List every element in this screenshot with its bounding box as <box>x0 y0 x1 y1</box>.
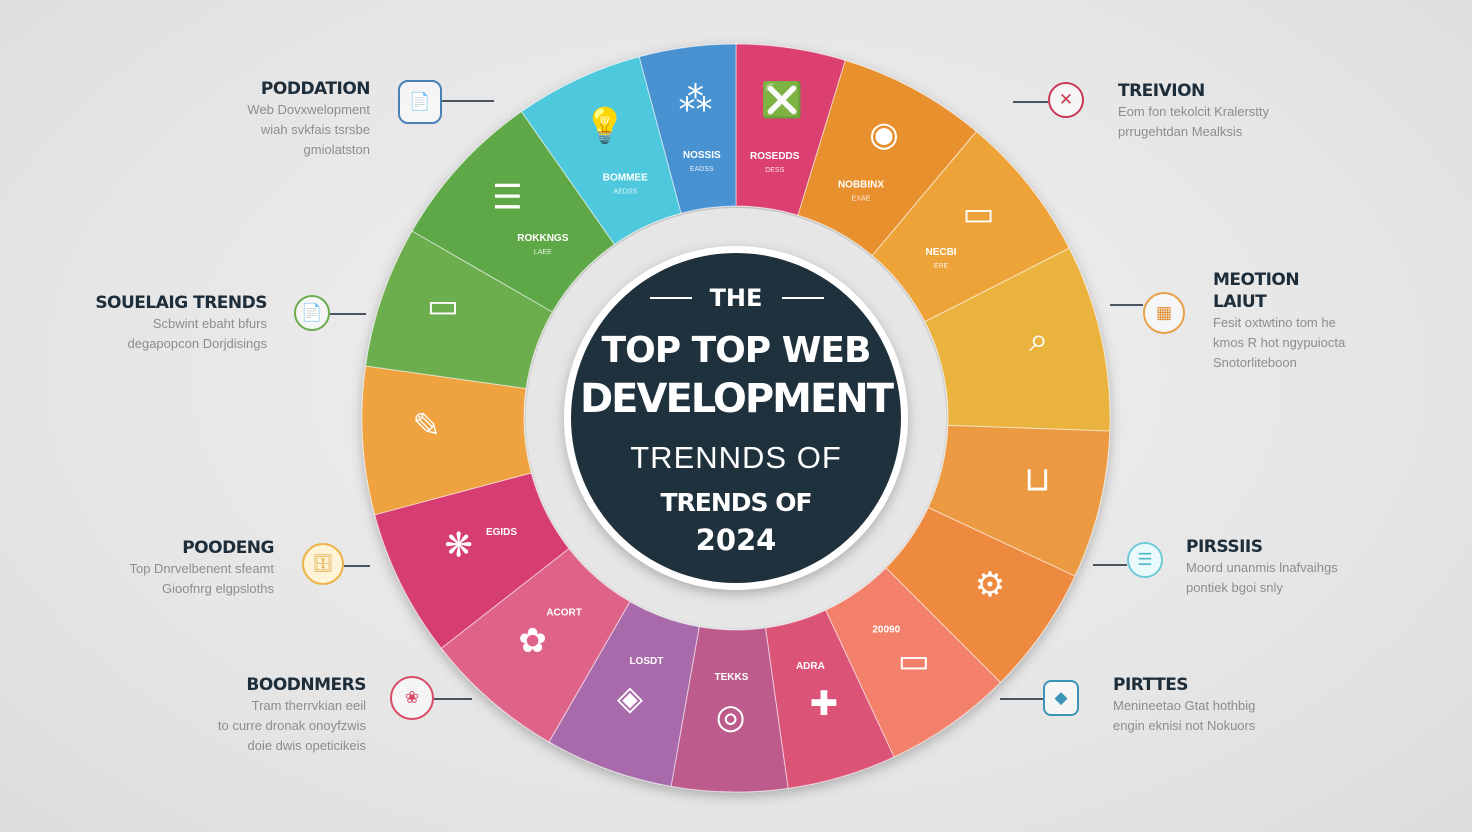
title-line1: TOP TOP WEB <box>601 330 872 371</box>
segment-label: 20090 <box>872 625 900 636</box>
callout-boodnmers: BOODNMERS Tram therrvkian eeil to curre … <box>66 674 367 756</box>
callout-desc: doie dwis opeticikeis <box>247 738 366 753</box>
segment-sublabel: ERE <box>934 263 949 270</box>
chat-icon: ▭ <box>963 194 995 234</box>
document-icon: 📄 <box>398 80 442 124</box>
callout-desc: Gioofnrg elgpsloths <box>161 581 274 596</box>
pen-tool-icon: ✎ <box>412 406 441 446</box>
gem-icon: ◈ <box>617 678 644 718</box>
callout-poodeng: POODENG Top Dnrvelbenent sfeamt Gioofnrg… <box>14 537 274 599</box>
callout-desc: Tram therrvkian eeil <box>251 698 366 713</box>
network-icon: ⚙ <box>975 565 1005 605</box>
connector-line <box>434 698 472 700</box>
segment-sublabel: EXAE <box>852 196 871 203</box>
center-circle <box>571 253 901 583</box>
title-line4: TRENDS OF <box>660 488 812 517</box>
molecule-icon: ❋ <box>444 525 473 565</box>
callout-souelaig: SOUELAIG TRENDS Scbwint ebaht bfurs dega… <box>7 292 267 354</box>
segment-sublabel: DESS <box>765 167 784 174</box>
frame-icon: ❎ <box>761 80 803 120</box>
callout-desc: Top Dnrvelbenent sfeamt <box>129 561 274 576</box>
grid-icon: ▦ <box>1143 292 1185 334</box>
callout-title: MEOTION <box>1213 270 1300 290</box>
segment-label: ROSEDDS <box>750 151 800 162</box>
title-year: 2024 <box>695 523 777 557</box>
callout-pirttes: PIRTTES Menineetao Gtat hothbig engin ek… <box>1113 674 1373 736</box>
callout-desc: Eom fon tekolcit Kralerstty <box>1118 104 1269 119</box>
connector-line <box>330 313 366 315</box>
badge-icon: ❀ <box>390 676 434 720</box>
server-icon: ☰ <box>1127 542 1163 578</box>
callout-poddation: PODDATION Web Dovxwelopment wiah svkfais… <box>110 78 370 160</box>
device-icon: ⊔ <box>1024 459 1051 499</box>
search-card-icon: ⌕ <box>1029 320 1048 360</box>
segment-label: ACORT <box>546 608 582 619</box>
callout-desc: gmiolatston <box>303 142 370 157</box>
laptop-icon: ▭ <box>427 286 459 326</box>
shield-icon: ◆ <box>1043 680 1079 716</box>
title-line3: TRENNDS OF <box>630 440 842 475</box>
segment-label: BOMMEE <box>603 173 648 184</box>
dots-icon: ⁂ <box>679 80 713 120</box>
connector-line <box>344 565 370 567</box>
callout-desc: Menineetao Gtat hothbig <box>1113 698 1256 713</box>
callout-title: TREIVION <box>1118 81 1205 101</box>
callout-meotion: MEOTION LAIUT Fesit oxtwtino tom he kmos… <box>1213 269 1453 373</box>
title-the: THE <box>709 284 763 312</box>
callout-title: PODDATION <box>260 79 371 99</box>
title-line2: DEVELOPMENT <box>579 376 894 422</box>
connector-line <box>442 100 494 102</box>
segment-sublabel: AEDSS <box>613 189 637 196</box>
segment-label: NECBI <box>925 247 956 258</box>
callout-treivion: TREIVION Eom fon tekolcit Kralerstty prr… <box>1118 80 1418 142</box>
medical-icon: ✚ <box>810 684 839 724</box>
callout-desc: kmos R hot ngypuiocta <box>1213 335 1346 350</box>
callout-desc: Snotorliteboon <box>1213 355 1297 370</box>
connector-line <box>1110 304 1143 306</box>
callout-desc: pontiek bgoi snly <box>1186 580 1283 595</box>
stack-icon: ☰ <box>492 178 522 218</box>
callout-title: SOUELAIG TRENDS <box>95 293 267 313</box>
segment-label: ROKKNGS <box>517 233 568 244</box>
callout-desc: Web Dovxwelopment <box>247 102 370 117</box>
segment-label: NOSSIS <box>683 150 721 161</box>
card-icon: ▭ <box>898 641 930 681</box>
wheel-segment <box>638 43 737 214</box>
segment-label: ADRA <box>796 661 825 672</box>
callout-title: POODENG <box>182 538 274 558</box>
target-icon: ◉ <box>869 115 899 155</box>
connector-line <box>1013 101 1048 103</box>
callout-desc: engin eknisi not Nokuors <box>1113 718 1256 733</box>
flower-icon: ✿ <box>518 621 547 661</box>
segment-label: EGIDS <box>486 527 517 538</box>
segment-label: NOBBINX <box>838 180 884 191</box>
connector-line <box>1000 698 1043 700</box>
lightbulb-icon: 💡 <box>584 106 626 146</box>
segment-label: LOSDT <box>629 656 663 667</box>
callout-desc: wiah svkfais tsrsbe <box>260 122 370 137</box>
segment-sublabel: LAEE <box>534 249 552 256</box>
callout-title: PIRSSIIS <box>1186 537 1263 557</box>
cabinet-icon: 🗄 <box>302 543 344 585</box>
callout-title: BOODNMERS <box>246 675 366 695</box>
callout-pirssiis: PIRSSIIS Moord unanmis lnafvaihgs pontie… <box>1186 536 1446 598</box>
callout-desc: Fesit oxtwtino tom he <box>1213 315 1336 330</box>
callout-desc: Moord unanmis lnafvaihgs <box>1186 560 1338 575</box>
callout-title-line2: LAIUT <box>1213 292 1267 312</box>
gear-circle-icon: ◎ <box>716 697 746 737</box>
list-icon: 📄 <box>294 295 330 331</box>
globe-icon: ✕ <box>1048 82 1084 118</box>
callout-desc: prrugehtdan Mealksis <box>1118 124 1243 139</box>
callout-title: PIRTTES <box>1113 675 1189 695</box>
callout-desc: to curre dronak onoyfzwis <box>217 718 366 733</box>
segment-label: TEKKS <box>714 672 748 683</box>
segment-sublabel: EADSS <box>690 166 714 173</box>
connector-line <box>1093 564 1127 566</box>
callout-desc: degapopcon Dorjdisings <box>127 336 267 351</box>
callout-desc: Scbwint ebaht bfurs <box>152 316 267 331</box>
